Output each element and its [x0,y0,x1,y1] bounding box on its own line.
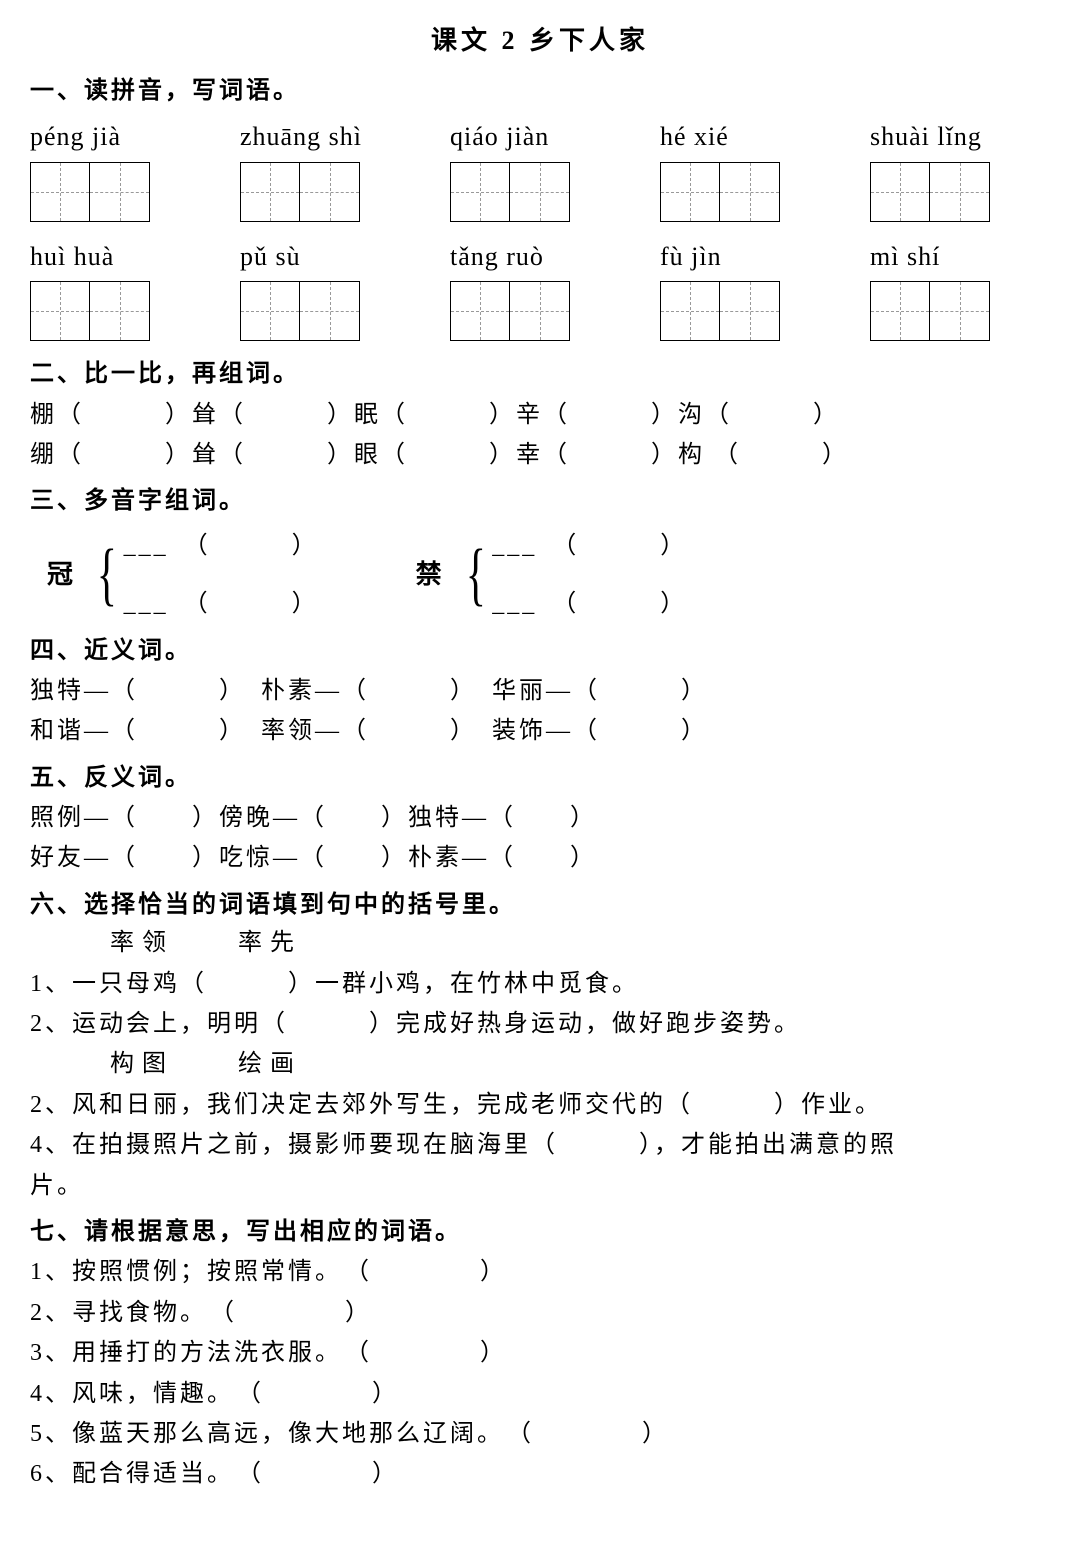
grid-row-2 [30,281,1050,341]
char-grid [450,281,630,341]
section-7-head: 七、请根据意思，写出相应的词语。 [30,1213,1050,1251]
section-4-head: 四、近义词。 [30,632,1050,670]
meaning-line: 2、寻找食物。 （ ） [30,1294,1050,1332]
bracket-content: ___ （ ） ___ （ ） [492,527,687,624]
question-line: 2、风和日丽，我们决定去郊外写生，完成老师交代的（ ）作业。 [30,1086,1050,1124]
pinyin: fù jìn [660,236,840,278]
meaning-line: 5、像蓝天那么高远，像大地那么辽阔。 （ ） [30,1415,1050,1453]
pinyin: mì shí [870,236,1050,278]
page-title: 课文 2 乡下人家 [30,20,1050,62]
bracket-content: ___ （ ） ___ （ ） [124,527,319,624]
section-6-head: 六、选择恰当的词语填到句中的括号里。 [30,886,1050,924]
grid-row-1 [30,162,1050,222]
antonym-line: 照例—（ ）傍晚—（ ）独特—（ ） [30,799,1050,837]
section-2-head: 二、比一比，再组词。 [30,355,1050,393]
pinyin: shuài lǐng [870,116,1050,158]
question-line: 片。 [30,1167,1050,1205]
compare-line: 绷（ ）耸（ ）眼（ ）幸（ ）构 （ ） [30,436,1050,474]
meaning-line: 1、按照惯例；按照常情。 （ ） [30,1253,1050,1291]
char-grid [660,162,840,222]
polyphone-row: 冠 { ___ （ ） ___ （ ） 禁 { ___ （ ） ___ （ ） [30,527,1050,624]
char-grid [240,281,420,341]
char-grid [870,281,1050,341]
section-5-head: 五、反义词。 [30,759,1050,797]
synonym-line: 独特—（ ） 朴素—（ ） 华丽—（ ） [30,672,1050,710]
meaning-line: 4、风味，情趣。 （ ） [30,1375,1050,1413]
char-grid [660,281,840,341]
pinyin-row-2: huì huà pǔ sù tǎng ruò fù jìn mì shí [30,236,1050,278]
blank-line: ___ （ ） [124,527,319,565]
question-line: 2、运动会上，明明（ ）完成好热身运动，做好跑步姿势。 [30,1005,1050,1043]
word-choice: 构图 绘画 [110,1045,1050,1083]
pinyin: huì huà [30,236,210,278]
pinyin: qiáo jiàn [450,116,630,158]
pinyin: péng jià [30,116,210,158]
blank-line: ___ （ ） [492,527,687,565]
blank-line: ___ （ ） [492,585,687,623]
section-1-head: 一、读拼音，写词语。 [30,72,1050,110]
char-grid [30,162,210,222]
pinyin: tǎng ruò [450,236,630,278]
question-line: 1、一只母鸡（ ）一群小鸡，在竹林中觅食。 [30,965,1050,1003]
blank-line: ___ （ ） [124,585,319,623]
meaning-line: 6、配合得适当。 （ ） [30,1455,1050,1493]
char-grid [30,281,210,341]
bracket-icon: { [97,540,117,610]
pinyin: hé xié [660,116,840,158]
bracket-icon: { [465,540,485,610]
word-choice: 率领 率先 [110,924,1050,962]
char-grid [450,162,630,222]
pinyin-row-1: péng jià zhuāng shì qiáo jiàn hé xié shu… [30,116,1050,158]
question-line: 4、在拍摄照片之前，摄影师要现在脑海里（ ），才能拍出满意的照 [30,1126,1050,1164]
pinyin: zhuāng shì [240,116,420,158]
char-grid [870,162,1050,222]
polyphone-char: 禁 [399,554,459,596]
meaning-line: 3、用捶打的方法洗衣服。 （ ） [30,1334,1050,1372]
synonym-line: 和谐—（ ） 率领—（ ） 装饰—（ ） [30,712,1050,750]
section-3-head: 三、多音字组词。 [30,482,1050,520]
char-grid [240,162,420,222]
compare-line: 棚（ ）耸（ ）眠（ ）辛（ ）沟（ ） [30,396,1050,434]
polyphone-char: 冠 [30,554,90,596]
antonym-line: 好友—（ ）吃惊—（ ）朴素—（ ） [30,839,1050,877]
pinyin: pǔ sù [240,236,420,278]
